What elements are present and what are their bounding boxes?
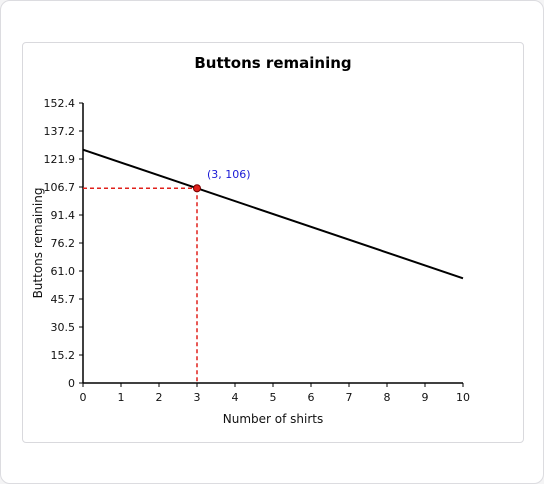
plot-area: (3, 106) (82, 103, 464, 384)
y-tick-label: 0 (68, 377, 75, 390)
series-line (82, 148, 464, 280)
x-tick-label: 5 (270, 391, 277, 404)
y-tick-label: 91.4 (51, 209, 76, 222)
x-tick-label: 9 (422, 391, 429, 404)
x-tick-label: 10 (456, 391, 470, 404)
y-tick-label: 106.7 (44, 181, 76, 194)
y-tick-label: 45.7 (51, 293, 76, 306)
x-tick-label: 3 (194, 391, 201, 404)
highlight-point (193, 184, 201, 193)
y-tick-label: 137.2 (44, 125, 76, 138)
x-tick-label: 6 (308, 391, 315, 404)
y-tick-label: 76.2 (51, 237, 76, 250)
y-tick-label: 30.5 (51, 321, 76, 334)
y-tick-label: 121.9 (44, 153, 76, 166)
x-tick-label: 8 (384, 391, 391, 404)
x-axis-title: Number of shirts (223, 412, 323, 426)
y-ticks: 0 15.2 30.5 45.7 61.0 76.2 91.4 106.7 121.9 137.2… (44, 97, 83, 390)
chart-card: Buttons remaining Buttons remaining Numb… (22, 42, 524, 443)
x-tick-label: 2 (156, 391, 163, 404)
x-ticks: 0 1 2 3 4 5 6 7 8 9 10 (80, 383, 470, 404)
y-tick-label: 15.2 (51, 349, 76, 362)
y-tick-label: 152.4 (44, 97, 76, 110)
x-tick-label: 7 (346, 391, 353, 404)
y-axis-title: Buttons remaining (31, 188, 45, 299)
x-tick-label: 4 (232, 391, 239, 404)
chart-title: Buttons remaining (194, 54, 351, 72)
highlight-point-label: (3, 106) (207, 168, 251, 181)
chart: Buttons remaining Buttons remaining Numb… (31, 54, 470, 426)
x-tick-label: 0 (80, 391, 87, 404)
x-tick-label: 1 (118, 391, 125, 404)
y-tick-label: 61.0 (51, 265, 76, 278)
